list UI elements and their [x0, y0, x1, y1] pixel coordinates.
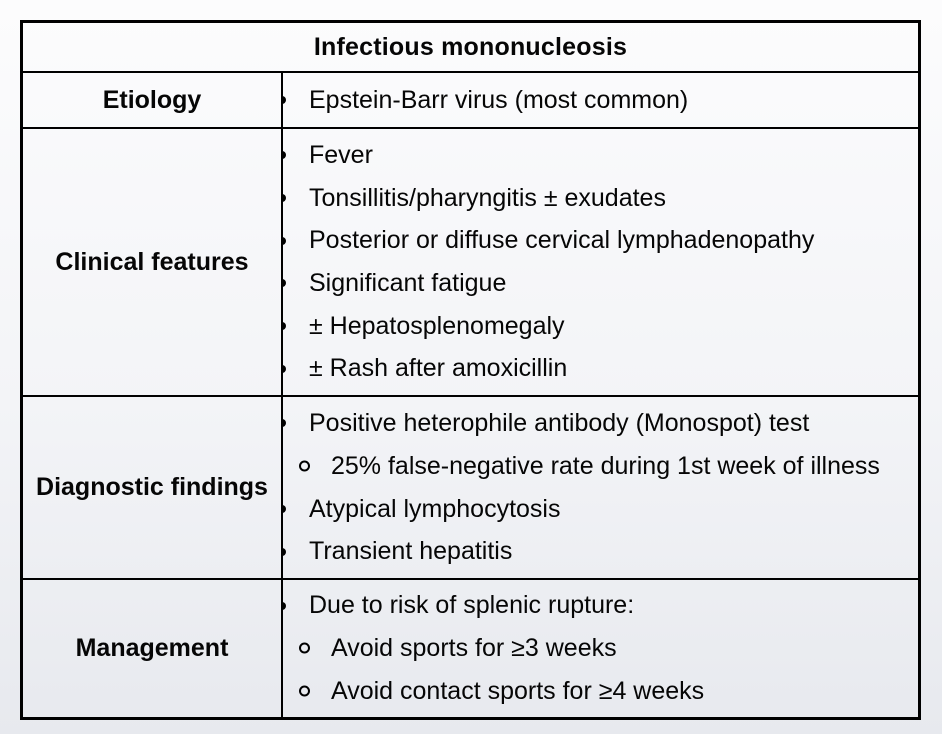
list-item-text: ± Hepatosplenomegaly: [309, 311, 565, 340]
list-item-text: ± Rash after amoxicillin: [309, 354, 568, 383]
bullet-icon: [283, 419, 286, 428]
row-content-clinical-features: Fever Tonsillitis/pharyngitis ± exudates…: [281, 129, 918, 395]
bullet-icon: [283, 322, 286, 331]
bullet-list: Fever Tonsillitis/pharyngitis ± exudates…: [283, 134, 918, 390]
list-item: Epstein-Barr virus (most common): [283, 79, 918, 122]
list-item: Due to risk of splenic rupture:: [283, 584, 918, 627]
row-label-text: Diagnostic findings: [36, 473, 268, 501]
table-title: Infectious mononucleosis: [313, 32, 628, 61]
bullet-icon: [283, 279, 286, 288]
bullet-icon: [283, 151, 286, 160]
list-item: Transient hepatitis: [283, 530, 918, 573]
table-row-diagnostic-findings: Diagnostic findings Positive heterophile…: [23, 395, 918, 578]
sub-bullet-icon: [299, 642, 310, 654]
bullet-icon: [283, 364, 286, 373]
list-item-text: Tonsillitis/pharyngitis ± exudates: [309, 183, 666, 212]
row-label-text: Clinical features: [55, 247, 249, 276]
bullet-icon: [283, 193, 286, 202]
row-content-diagnostic-findings: Positive heterophile antibody (Monospot)…: [281, 397, 918, 578]
list-item-text: Avoid contact sports for ≥4 weeks: [331, 676, 705, 705]
list-item: ± Rash after amoxicillin: [283, 347, 918, 390]
row-label-diagnostic-findings: Diagnostic findings: [23, 397, 281, 578]
row-content-etiology: Epstein-Barr virus (most common): [281, 73, 918, 127]
sub-bullet-icon: [299, 460, 310, 472]
list-item: Tonsillitis/pharyngitis ± exudates: [283, 177, 918, 220]
row-content-management: Due to risk of splenic rupture: Avoid sp…: [281, 580, 918, 717]
bullet-list: Epstein-Barr virus (most common): [283, 79, 918, 122]
bullet-list: Due to risk of splenic rupture: Avoid sp…: [283, 584, 918, 712]
list-item-text: Posterior or diffuse cervical lymphadeno…: [309, 226, 815, 255]
list-sub-item: 25% false-negative rate during 1st week …: [283, 445, 918, 488]
table-row-clinical-features: Clinical features Fever Tonsillitis/phar…: [23, 127, 918, 395]
list-item-text: Due to risk of splenic rupture:: [309, 591, 635, 620]
list-item-text: Significant fatigue: [309, 269, 507, 297]
list-item-text: 25% false-negative rate during 1st week …: [331, 451, 880, 480]
infectious-mononucleosis-table: Infectious mononucleosis Etiology Epstei…: [20, 20, 921, 720]
table-title-row: Infectious mononucleosis: [23, 23, 918, 71]
list-item-text: Fever: [309, 140, 373, 169]
list-item: ± Hepatosplenomegaly: [283, 305, 918, 348]
table-row-management: Management Due to risk of splenic ruptur…: [23, 578, 918, 717]
row-label-text: Management: [75, 634, 229, 662]
bullet-icon: [283, 504, 286, 513]
list-sub-item: Avoid sports for ≥3 weeks: [283, 627, 918, 670]
bullet-icon: [283, 95, 286, 104]
row-label-etiology: Etiology: [23, 73, 281, 127]
list-item-text: Epstein-Barr virus (most common): [309, 85, 689, 114]
list-item-text: Atypical lymphocytosis: [309, 494, 561, 523]
list-item-text: Positive heterophile antibody (Monospot)…: [309, 409, 810, 438]
bullet-list: Positive heterophile antibody (Monospot)…: [283, 402, 918, 573]
bullet-icon: [283, 236, 286, 245]
row-label-text: Etiology: [102, 85, 202, 114]
list-item-text: Avoid sports for ≥3 weeks: [331, 634, 617, 663]
list-item-text: Transient hepatitis: [309, 537, 513, 566]
list-item: Fever: [283, 134, 918, 177]
list-item: Positive heterophile antibody (Monospot)…: [283, 402, 918, 445]
list-item: Atypical lymphocytosis: [283, 488, 918, 531]
bullet-icon: [283, 547, 286, 556]
list-sub-item: Avoid contact sports for ≥4 weeks: [283, 670, 918, 713]
list-item: Significant fatigue: [283, 262, 918, 305]
table-row-etiology: Etiology Epstein-Barr virus (most common…: [23, 71, 918, 127]
sub-bullet-icon: [299, 685, 310, 697]
list-item: Posterior or diffuse cervical lymphadeno…: [283, 219, 918, 262]
row-label-management: Management: [23, 580, 281, 717]
bullet-icon: [283, 601, 286, 610]
row-label-clinical-features: Clinical features: [23, 129, 281, 395]
